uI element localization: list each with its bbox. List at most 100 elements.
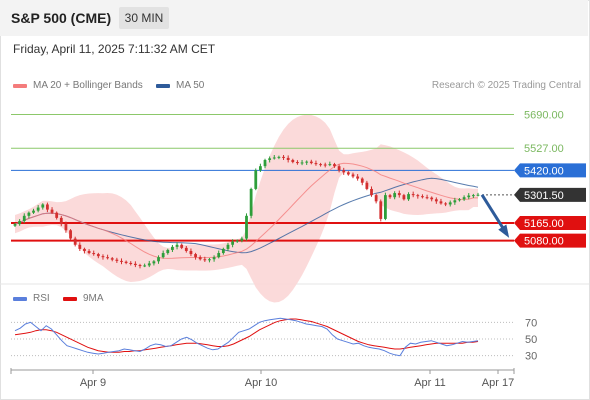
- ma50-label: MA 50: [176, 80, 205, 91]
- candle-body: [46, 204, 49, 210]
- candle-body: [22, 215, 26, 221]
- ma20-swatch: [13, 83, 27, 88]
- candle-body: [425, 197, 429, 199]
- candle-body: [360, 178, 364, 183]
- candle-body: [365, 182, 369, 189]
- candle-body: [27, 212, 31, 216]
- candle-body: [96, 254, 100, 257]
- candle-body: [458, 199, 461, 201]
- level-label-support: 5080.00: [524, 236, 564, 248]
- rsi-tick-label: 50: [525, 334, 537, 346]
- candle-body: [124, 261, 128, 263]
- candle-body: [235, 240, 239, 242]
- candle-body: [328, 164, 332, 166]
- candle-body: [346, 172, 350, 175]
- candle-body: [351, 174, 355, 177]
- candle-body: [286, 157, 290, 160]
- candle-body: [217, 253, 221, 258]
- candle-body: [277, 156, 281, 158]
- candle-body: [370, 188, 373, 196]
- time-tick-label: Apr 10: [245, 377, 277, 389]
- candle-body: [115, 259, 119, 261]
- candle-body: [300, 162, 304, 164]
- candle-body: [444, 203, 447, 205]
- rsi-label: RSI: [33, 293, 50, 304]
- ma9-swatch: [63, 296, 77, 301]
- candle-body: [337, 166, 341, 171]
- legend-ma50: MA 50: [156, 80, 204, 91]
- candle-body: [268, 158, 272, 160]
- level-tag-pivot: [514, 163, 586, 178]
- candle-body: [32, 210, 35, 213]
- rsi-line: [14, 317, 479, 357]
- candle-body: [393, 193, 397, 198]
- candle-body: [476, 194, 480, 196]
- rsi-tick-label: 30: [525, 351, 537, 363]
- candle-body: [133, 263, 137, 266]
- rsi-tick-label: 70: [525, 317, 537, 329]
- candle-body: [453, 200, 457, 203]
- level-tag-support: [514, 233, 586, 248]
- candle-body: [333, 164, 336, 167]
- candle-body: [78, 244, 82, 249]
- level-label-resistance: 5527.00: [524, 143, 564, 155]
- candle-body: [384, 195, 387, 219]
- legend-ma20: MA 20 + Bollinger Bands: [13, 80, 143, 91]
- ma20-label: MA 20 + Bollinger Bands: [33, 80, 143, 91]
- level-tag-current: [514, 187, 586, 202]
- candle-body: [263, 159, 267, 167]
- ma20-line: [14, 162, 478, 259]
- candle-body: [226, 244, 230, 249]
- candle-body: [319, 164, 322, 166]
- candle-body: [69, 230, 72, 239]
- candle-body: [388, 195, 392, 198]
- candle-body: [439, 201, 443, 204]
- time-tick-label: Apr 11: [414, 377, 446, 389]
- candle-body: [434, 199, 438, 202]
- candle-body: [254, 170, 258, 189]
- time-tick-label: Apr 9: [80, 377, 106, 389]
- candle-body: [379, 201, 383, 219]
- candle-body: [87, 250, 91, 254]
- timestamp: Friday, April 11, 2025 7:11:32 AM CET: [13, 42, 216, 56]
- candle-body: [467, 195, 471, 198]
- level-tag-support: [514, 216, 586, 231]
- candle-body: [258, 166, 262, 171]
- candle-body: [208, 259, 211, 261]
- candle-body: [314, 163, 318, 165]
- candle-body: [291, 159, 295, 163]
- candle-body: [471, 195, 475, 197]
- rsi-ma-line: [14, 318, 479, 353]
- candle-body: [175, 244, 179, 247]
- candle-body: [180, 244, 184, 248]
- candle-body: [152, 261, 156, 264]
- time-tick-label: Apr 17: [482, 377, 514, 389]
- candle-body: [83, 248, 86, 251]
- candle-body: [110, 258, 114, 260]
- candle-body: [203, 259, 207, 261]
- level-label-pivot: 5420.00: [524, 165, 564, 177]
- candle-body: [171, 246, 174, 250]
- candle-body: [138, 265, 142, 267]
- candle-body: [18, 220, 22, 225]
- candle-body: [106, 257, 109, 259]
- candle-body: [448, 202, 452, 205]
- rsi-swatch: [13, 296, 27, 301]
- bollinger-band-area: [15, 114, 478, 303]
- candle-body: [305, 161, 309, 163]
- candle-body: [221, 248, 225, 254]
- candle-body: [101, 256, 105, 258]
- candle-body: [231, 241, 235, 245]
- candle-body: [407, 194, 410, 200]
- candle-body: [59, 217, 63, 225]
- candle-body: [282, 156, 285, 158]
- candle-body: [397, 193, 401, 196]
- candle-body: [13, 224, 17, 226]
- candle-body: [249, 188, 253, 216]
- candle-body: [41, 204, 45, 208]
- ma9-label: 9MA: [83, 293, 104, 304]
- candle-body: [430, 197, 434, 200]
- candle-body: [342, 170, 346, 173]
- candle-body: [166, 249, 170, 254]
- timeframe-button[interactable]: 30 MIN: [119, 7, 169, 29]
